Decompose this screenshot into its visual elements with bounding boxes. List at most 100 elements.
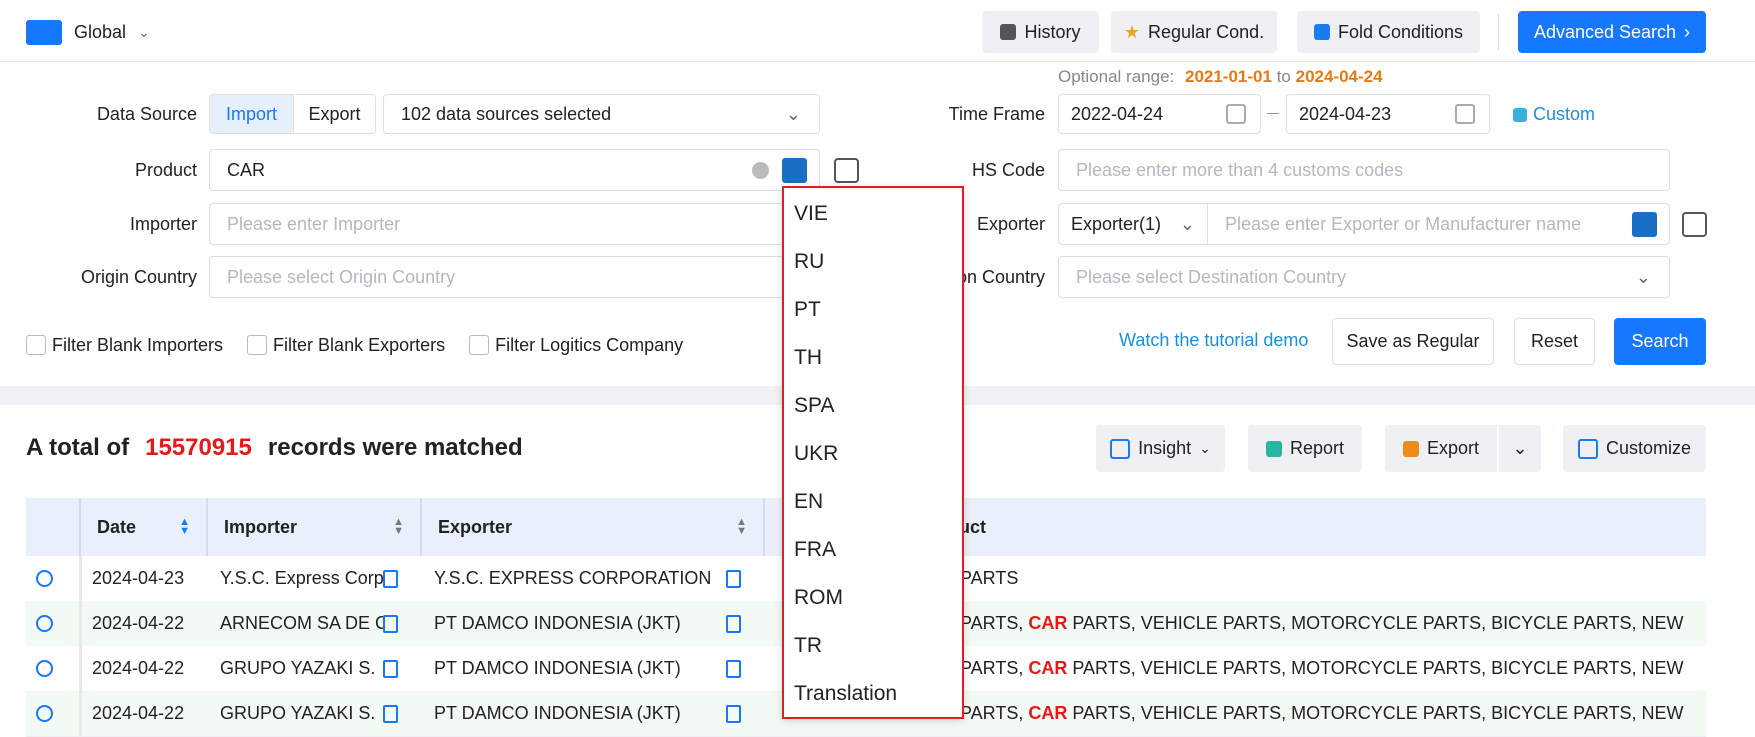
clear-icon[interactable] bbox=[752, 161, 769, 179]
header-label: Importer ▲ ▼ bbox=[208, 498, 420, 556]
importer: Y.S.C. Express Corp bbox=[220, 568, 383, 588]
copy-icon[interactable] bbox=[383, 614, 398, 633]
copy-icon[interactable] bbox=[383, 569, 398, 588]
count: 15570915 bbox=[145, 434, 252, 461]
search-option-icon[interactable] bbox=[834, 158, 859, 183]
cell bbox=[26, 691, 79, 736]
start: 2021-01-01 bbox=[1184, 67, 1272, 86]
cell: GRUPO YAZAKI S. bbox=[206, 646, 420, 691]
filter-checkbox[interactable]: Filter Logitics Company bbox=[469, 334, 683, 356]
menu-item[interactable]: UKR bbox=[794, 442, 839, 465]
fold-button[interactable]: Fold Conditions bbox=[1297, 11, 1480, 53]
copy-icon[interactable] bbox=[383, 659, 398, 678]
report-button[interactable]: Report bbox=[1248, 425, 1362, 472]
results-summary: A total of 15570915 records were matched bbox=[26, 434, 523, 462]
label: Filter Logitics Company bbox=[495, 334, 684, 355]
product: CAR PARTS, CAR PARTS, VEHICLE PARTS, MOT… bbox=[893, 658, 1684, 679]
view-icon[interactable] bbox=[36, 615, 53, 632]
exporter-type-select[interactable]: Exporter(1) ⌄ bbox=[1058, 203, 1208, 245]
results-table: Date ▲▼ Importer ▲▼ Exporter ▲▼ Product 2024-04… bbox=[26, 498, 1706, 737]
export-button[interactable]: Export bbox=[1385, 425, 1497, 472]
search-button[interactable]: Search bbox=[1614, 318, 1706, 365]
header-cell bbox=[763, 498, 893, 556]
view-icon[interactable] bbox=[36, 660, 53, 677]
copy-icon[interactable] bbox=[383, 704, 398, 723]
field-label: Data Source bbox=[96, 103, 197, 124]
cell: CAR PARTS, CAR PARTS, VEHICLE PARTS, MOT… bbox=[893, 646, 1706, 691]
divider bbox=[1498, 14, 1499, 50]
menu-item[interactable]: ROM bbox=[794, 586, 843, 609]
optional-range: Optional range: 2021-01-01 to 2024-04-24 bbox=[1058, 67, 1383, 87]
label: Custom bbox=[1533, 104, 1596, 124]
tutorial-link[interactable]: Watch the tutorial demo bbox=[1119, 330, 1309, 350]
sort-icon: ▲ ▼ bbox=[393, 516, 404, 537]
advanced-search-button[interactable]: Advanced Search › bbox=[1518, 11, 1706, 53]
cell: Y.S.C. EXPRESS CORPORATION bbox=[420, 556, 763, 601]
hs-code-input[interactable]: Please enter more than 4 customs codes bbox=[1058, 149, 1670, 191]
sort-icon: ▲ ▼ bbox=[179, 516, 190, 537]
search-option-icon[interactable] bbox=[1682, 212, 1707, 237]
cell bbox=[26, 601, 79, 646]
menu-item[interactable]: RU bbox=[794, 250, 825, 273]
export-toggle[interactable]: Export bbox=[294, 94, 376, 134]
field-label: HS Code bbox=[971, 159, 1045, 180]
exporter: PT DAMCO INDONESIA (JKT) bbox=[434, 703, 681, 723]
menu-item[interactable]: TR bbox=[794, 634, 822, 657]
chevron: ⌄ bbox=[138, 24, 150, 40]
filters: Filter Blank Importers Filter Blank Expor… bbox=[26, 334, 683, 356]
custom-link[interactable]: Custom bbox=[1513, 104, 1595, 125]
value: 102 data sources selected bbox=[401, 103, 612, 124]
label: Optional range: bbox=[1058, 67, 1175, 86]
regular-button[interactable]: ★ Regular Cond. bbox=[1111, 11, 1277, 53]
region-select[interactable]: Global ⌄ bbox=[74, 20, 150, 45]
product: CAR PARTS, CAR PARTS, VEHICLE PARTS, MOT… bbox=[893, 613, 1684, 634]
icon bbox=[1000, 24, 1017, 40]
menu-item[interactable]: FRA bbox=[794, 538, 836, 561]
filter-checkbox[interactable]: Filter Blank Exporters bbox=[247, 334, 445, 356]
view-icon[interactable] bbox=[36, 705, 53, 722]
cell bbox=[26, 646, 79, 691]
view-icon[interactable] bbox=[36, 570, 53, 587]
icon bbox=[1313, 24, 1330, 40]
product-text: PARTS, VEHICLE PARTS, MOTORCYCLE PARTS, … bbox=[1067, 703, 1684, 723]
import-toggle[interactable]: Import bbox=[209, 94, 294, 134]
menu-item[interactable]: SPA bbox=[794, 394, 835, 417]
exporter-input[interactable]: Please enter Exporter or Manufacturer na… bbox=[1207, 203, 1670, 245]
date: 2024-04-22 bbox=[92, 658, 185, 678]
icon bbox=[1513, 107, 1527, 122]
menu-item[interactable]: TH bbox=[794, 346, 822, 369]
menu-item[interactable]: VIE bbox=[794, 202, 828, 225]
date-input[interactable]: 2022-04-24 bbox=[1058, 94, 1261, 134]
menu-item[interactable]: Translation bbox=[794, 682, 898, 705]
cell: CAR PARTS bbox=[893, 556, 1706, 601]
date-input[interactable]: 2024-04-23 bbox=[1286, 94, 1490, 134]
importer-input[interactable]: Please enter Importer bbox=[209, 203, 820, 245]
icon bbox=[1402, 440, 1419, 457]
translate-icon[interactable] bbox=[782, 157, 807, 183]
chevron: ⌄ bbox=[1635, 266, 1651, 287]
copy-icon[interactable] bbox=[726, 704, 741, 723]
destination-select[interactable]: Please select Destination Country ⌄ bbox=[1058, 256, 1670, 298]
history-button[interactable]: History bbox=[982, 11, 1099, 53]
cell: PT DAMCO INDONESIA (JKT) bbox=[420, 646, 763, 691]
copy-icon[interactable] bbox=[726, 614, 741, 633]
menu-item[interactable]: EN bbox=[794, 490, 824, 513]
reset-button[interactable]: Reset bbox=[1514, 318, 1595, 365]
label: Filter Blank Importers bbox=[52, 334, 224, 355]
copy-icon[interactable] bbox=[726, 659, 741, 678]
highlight: CAR bbox=[1028, 658, 1068, 678]
cell: ARNECOM SA DE C bbox=[206, 601, 420, 646]
cell bbox=[26, 556, 79, 601]
source-select[interactable]: 102 data sources selected ⌄ bbox=[383, 94, 820, 134]
menu-item[interactable]: PT bbox=[794, 298, 821, 321]
filter-checkbox[interactable]: Filter Blank Importers bbox=[26, 334, 223, 356]
translate-icon[interactable] bbox=[1632, 211, 1657, 237]
product-input[interactable]: CAR bbox=[209, 149, 820, 191]
copy-icon[interactable] bbox=[726, 569, 741, 588]
export-more-button[interactable]: ⌄ bbox=[1499, 425, 1541, 472]
origin-select[interactable]: Please select Origin Country bbox=[209, 256, 820, 298]
suffix: records were matched bbox=[267, 434, 523, 461]
insight-button[interactable]: Insight ⌄ bbox=[1096, 425, 1225, 472]
save-regular-button[interactable]: Save as Regular bbox=[1332, 318, 1494, 365]
customize-button[interactable]: Customize bbox=[1563, 425, 1706, 472]
